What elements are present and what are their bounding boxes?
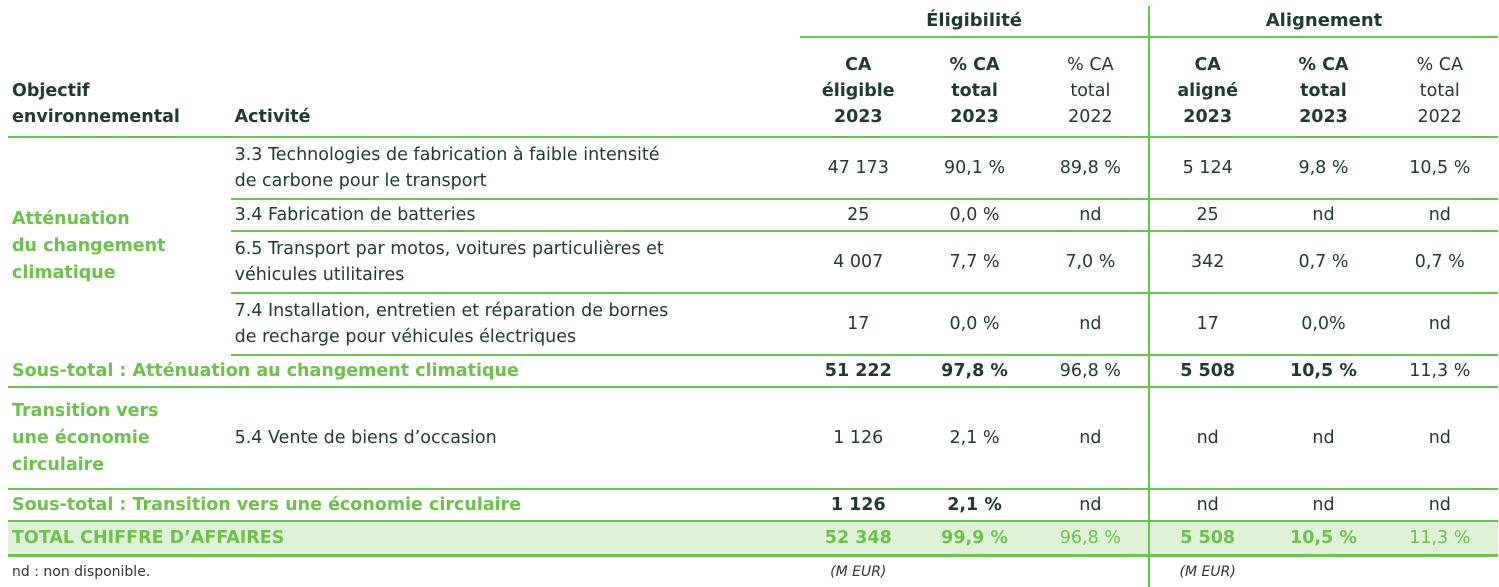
- activity-cell: 3.3 Technologies de fabrication à faible…: [231, 137, 801, 199]
- value-cell: nd: [1149, 387, 1265, 489]
- value-cell: 90,1 %: [916, 137, 1032, 199]
- subtotal-row-mitigation: Sous-total : Atténuation au changement c…: [8, 355, 1498, 387]
- header-group-row: Éligibilité Alignement: [8, 6, 1498, 37]
- value-cell: nd: [1265, 387, 1381, 489]
- value-cell: 0,0 %: [916, 199, 1032, 231]
- value-cell: 0,0%: [1265, 293, 1381, 355]
- value-cell: nd: [1265, 489, 1381, 521]
- value-cell: 1 126: [800, 489, 916, 521]
- value-cell: nd: [1033, 293, 1149, 355]
- value-cell: 0,0 %: [916, 293, 1032, 355]
- value-cell: 4 007: [800, 231, 916, 293]
- value-cell: nd: [1033, 489, 1149, 521]
- subtotal-row-circular: Sous-total : Transition vers une économi…: [8, 489, 1498, 521]
- value-cell: nd: [1382, 293, 1498, 355]
- value-cell: nd: [1382, 199, 1498, 231]
- value-cell: 99,9 %: [916, 521, 1032, 556]
- value-cell: 11,3 %: [1382, 355, 1498, 387]
- group-eligibility-header: Éligibilité: [800, 6, 1149, 37]
- activity-cell: 7.4 Installation, entretien et réparatio…: [231, 293, 801, 355]
- activity-cell: 5.4 Vente de biens d’occasion: [231, 387, 801, 489]
- col-header-activity: Activité: [231, 37, 801, 137]
- activity-cell: 6.5 Transport par motos, voitures partic…: [231, 231, 801, 293]
- value-cell: 342: [1149, 231, 1265, 293]
- value-cell: 47 173: [800, 137, 916, 199]
- value-cell: 10,5 %: [1382, 137, 1498, 199]
- value-cell: 96,8 %: [1033, 355, 1149, 387]
- value-cell: 17: [800, 293, 916, 355]
- value-cell: 96,8 %: [1033, 521, 1149, 556]
- subtotal-label: Sous-total : Atténuation au changement c…: [8, 355, 800, 387]
- value-cell: 9,8 %: [1265, 137, 1381, 199]
- value-cell: 0,7 %: [1382, 231, 1498, 293]
- unit-label-eligibility: (M EUR): [800, 556, 916, 587]
- value-cell: 51 222: [800, 355, 916, 387]
- value-cell: 2,1 %: [916, 387, 1032, 489]
- value-cell: 25: [1149, 199, 1265, 231]
- total-row: TOTAL CHIFFRE D’AFFAIRES 52 348 99,9 % 9…: [8, 521, 1498, 556]
- value-cell: 97,8 %: [916, 355, 1032, 387]
- value-cell: 52 348: [800, 521, 916, 556]
- footnote-nd: nd : non disponible.: [8, 556, 800, 587]
- value-cell: nd: [1382, 387, 1498, 489]
- footer-row: nd : non disponible. (M EUR) (M EUR): [8, 556, 1498, 587]
- value-cell: 5 508: [1149, 355, 1265, 387]
- value-cell: 25: [800, 199, 916, 231]
- value-cell: nd: [1033, 199, 1149, 231]
- value-cell: 7,7 %: [916, 231, 1032, 293]
- table-row: 3.4 Fabrication de batteries 25 0,0 % nd…: [8, 199, 1498, 231]
- value-cell: 10,5 %: [1265, 355, 1381, 387]
- value-cell: 5 124: [1149, 137, 1265, 199]
- table-row: 7.4 Installation, entretien et réparatio…: [8, 293, 1498, 355]
- value-cell: 10,5 %: [1265, 521, 1381, 556]
- value-cell: 5 508: [1149, 521, 1265, 556]
- value-cell: nd: [1265, 199, 1381, 231]
- group-alignment-header: Alignement: [1149, 6, 1498, 37]
- value-cell: 11,3 %: [1382, 521, 1498, 556]
- total-label: TOTAL CHIFFRE D’AFFAIRES: [8, 521, 800, 556]
- value-cell: 7,0 %: [1033, 231, 1149, 293]
- unit-label-alignment: (M EUR): [1149, 556, 1265, 587]
- subtotal-label: Sous-total : Transition vers une économi…: [8, 489, 800, 521]
- value-cell: 2,1 %: [916, 489, 1032, 521]
- value-cell: 17: [1149, 293, 1265, 355]
- value-cell: 89,8 %: [1033, 137, 1149, 199]
- value-cell: nd: [1033, 387, 1149, 489]
- value-cell: 1 126: [800, 387, 916, 489]
- value-cell: nd: [1382, 489, 1498, 521]
- value-cell: nd: [1149, 489, 1265, 521]
- value-cell: 0,7 %: [1265, 231, 1381, 293]
- activity-cell: 3.4 Fabrication de batteries: [231, 199, 801, 231]
- table-row: 6.5 Transport par motos, voitures partic…: [8, 231, 1498, 293]
